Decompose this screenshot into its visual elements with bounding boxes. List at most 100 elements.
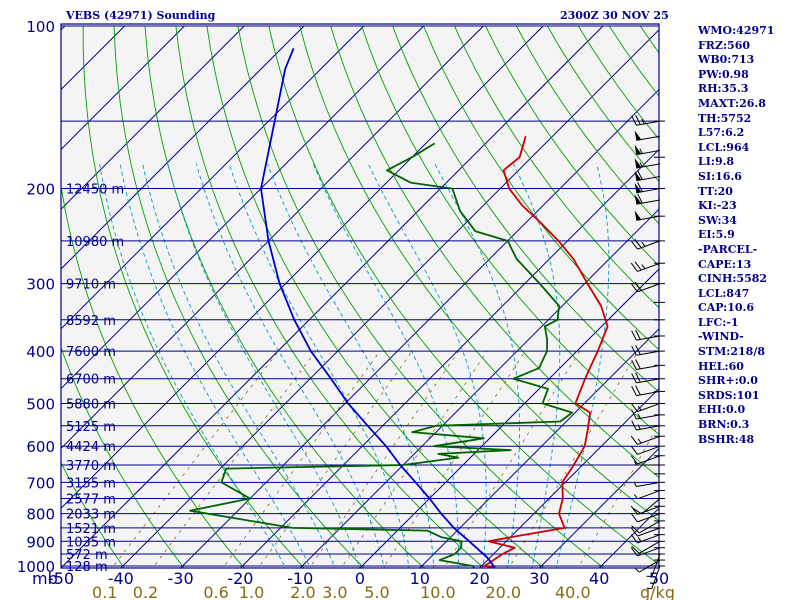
wind-barb-staff xyxy=(637,490,661,500)
mixing-ratio-label: 10.0 xyxy=(420,583,456,600)
dry-adiabat-line xyxy=(423,25,659,351)
wind-barb-half-feather xyxy=(641,264,646,270)
index-value: CAP:10.6 xyxy=(698,301,755,315)
wind-barb-feather xyxy=(630,445,638,455)
mixing-ratio-line xyxy=(308,350,459,568)
wind-barb-half-feather xyxy=(637,438,642,444)
wind-barb-staff xyxy=(637,505,661,515)
mixing-ratio-line xyxy=(382,350,526,568)
wind-barb xyxy=(631,540,661,554)
moist-adiabat-line xyxy=(312,163,459,568)
wind-barb-staff xyxy=(638,540,661,554)
temperature-tick-label: 10 xyxy=(410,569,430,588)
wind-barb-feather xyxy=(631,345,637,356)
index-value: KI:-23 xyxy=(698,199,737,213)
wind-barb xyxy=(630,547,661,557)
wind-barb xyxy=(631,115,661,126)
index-value: L57:6.2 xyxy=(698,126,745,140)
wind-barb xyxy=(631,385,661,397)
mixing-ratio-label: 0.1 xyxy=(92,583,117,600)
chart-title: VEBS (42971) Sounding xyxy=(66,9,216,22)
index-value: CINH:5582 xyxy=(698,272,768,286)
index-value: EHI:0.0 xyxy=(698,403,746,417)
wind-barb-half-feather xyxy=(633,481,637,487)
mixing-ratio-label: 0.2 xyxy=(133,583,158,600)
height-label: 8592 m xyxy=(66,314,116,329)
temperature-tick-label: 40 xyxy=(589,569,609,588)
index-value: MAXT:26.8 xyxy=(698,96,766,110)
wind-barb-feather xyxy=(631,115,637,126)
wind-barb-flag xyxy=(634,194,642,205)
dry-adiabat-line xyxy=(361,25,659,436)
temperature-tick-label: 20 xyxy=(469,569,489,588)
wind-barb-feather xyxy=(630,435,638,445)
wind-barb-feather xyxy=(631,420,637,431)
dry-adiabat-line xyxy=(61,183,245,568)
temperature-profile xyxy=(483,135,609,568)
wind-barb xyxy=(630,281,661,293)
height-label: 1521 m xyxy=(66,522,116,537)
wind-barb-feather xyxy=(635,359,641,370)
stability-index-panel: WMO:42971 FRZ:560 WB0:713 PW:0.98 RH:35.3 MAX… xyxy=(698,24,798,447)
wind-barb-half-feather xyxy=(639,162,643,168)
isotherm-line xyxy=(61,25,66,31)
wind-barb-staff xyxy=(637,262,661,272)
pressure-tick-label: 400 xyxy=(26,343,55,361)
dry-adiabat-line xyxy=(485,25,659,267)
wind-barb xyxy=(634,170,661,182)
wind-barb-feather xyxy=(637,193,643,204)
index-value: LI:9.8 xyxy=(698,155,735,169)
height-label: 5125 m xyxy=(66,420,116,435)
wind-barb-feather xyxy=(631,525,640,534)
index-value: SI:16.6 xyxy=(698,169,742,183)
wind-barb-staff xyxy=(637,283,661,293)
index-value: WMO:42971 xyxy=(698,24,775,37)
wind-barb-feather xyxy=(630,505,638,515)
height-label: 6700 m xyxy=(66,373,116,388)
height-label: 7600 m xyxy=(66,345,116,360)
mixing-ratio-label: 20.0 xyxy=(485,583,521,600)
wind-barb xyxy=(630,505,661,515)
wind-barb-feather xyxy=(630,527,638,537)
pressure-tick-label: 900 xyxy=(26,533,55,551)
pressure-tick-label: 1000 xyxy=(17,558,55,576)
mixing-ratio-label: 0.6 xyxy=(203,583,228,600)
wind-barb xyxy=(630,239,661,250)
wind-barb-feather xyxy=(631,409,637,420)
wind-barb-staff xyxy=(636,481,661,488)
temperature-tick-label: -30 xyxy=(168,569,194,588)
moist-adiabat-line xyxy=(99,163,287,568)
wind-barb-feather xyxy=(630,262,638,272)
wind-barb-feather xyxy=(631,373,637,384)
dewpoint-profile xyxy=(189,142,574,568)
wind-barb-staff xyxy=(637,513,661,523)
wind-barb-flag xyxy=(634,170,642,181)
index-value: STM:218/8 xyxy=(698,345,765,359)
index-value: TT:20 xyxy=(698,184,733,198)
wind-barb-feather xyxy=(631,330,637,341)
wind-barb-half-feather xyxy=(641,118,645,125)
wind-barb xyxy=(630,534,661,544)
height-label: 10980 m xyxy=(66,235,124,250)
dry-adiabat-line xyxy=(454,25,659,309)
isotherm-line xyxy=(61,25,185,151)
isotherm-line xyxy=(61,25,604,568)
dry-adiabat-line xyxy=(268,25,659,566)
mixing-ratio-unit: g/kg xyxy=(640,583,675,600)
wind-barb-staff xyxy=(636,414,661,420)
wind-barb-feather xyxy=(631,386,637,396)
moist-adiabat-line xyxy=(512,163,561,568)
index-value: LFC:-1 xyxy=(698,315,739,329)
height-label: 5880 m xyxy=(66,397,116,412)
moist-adiabat-line xyxy=(267,163,435,568)
isotherm-line xyxy=(61,25,365,330)
wind-barb xyxy=(631,420,661,431)
wind-barb xyxy=(631,372,661,384)
wind-barb-feather xyxy=(635,385,641,396)
wind-barb-feather xyxy=(635,372,641,383)
isotherm-line xyxy=(419,328,659,568)
height-label: 3770 m xyxy=(66,459,116,474)
wind-barb xyxy=(631,520,661,534)
wind-barb-staff xyxy=(637,527,661,537)
